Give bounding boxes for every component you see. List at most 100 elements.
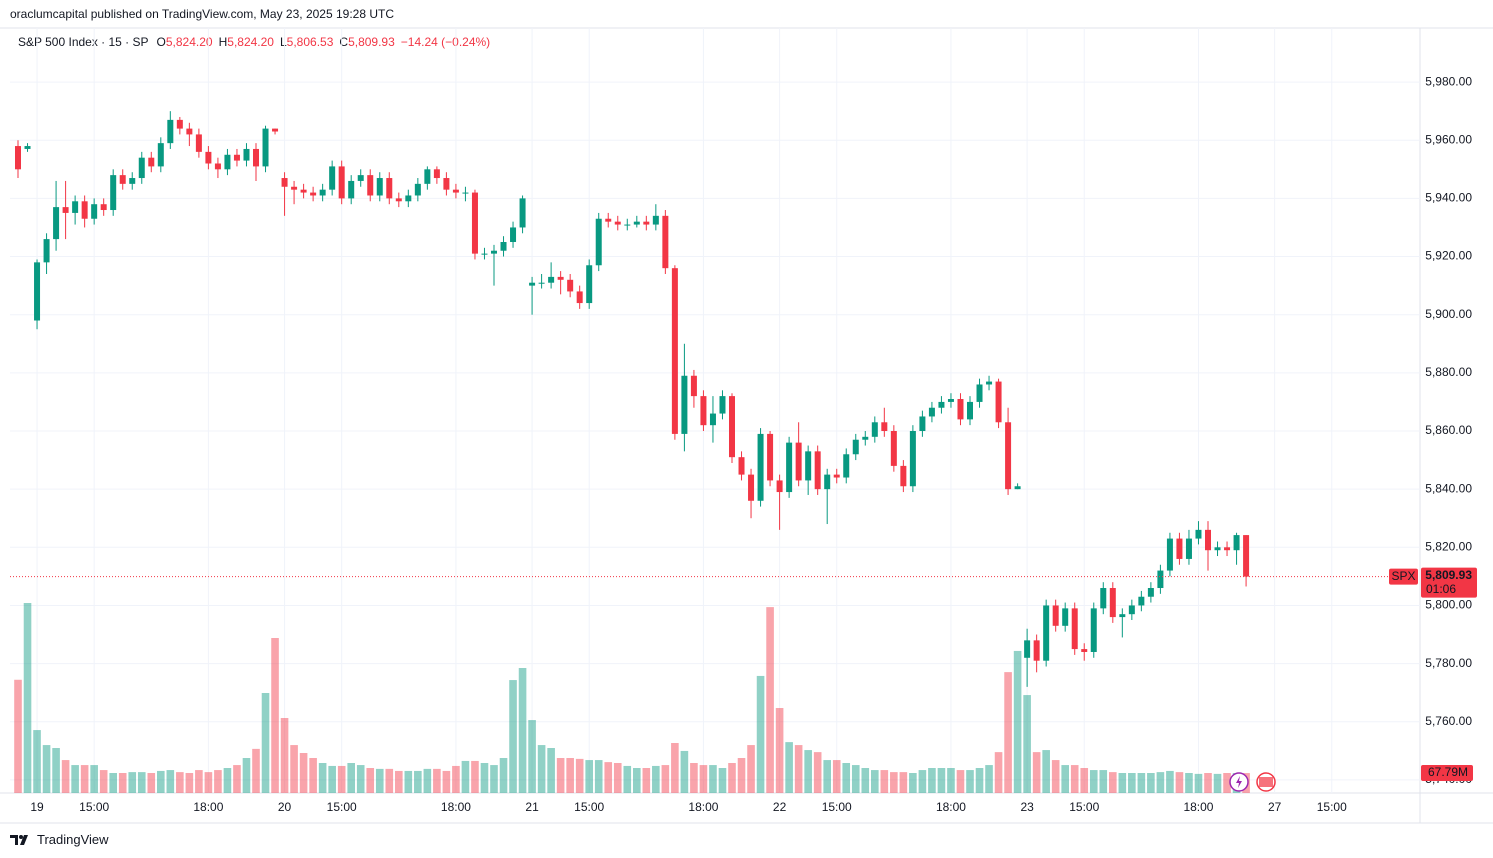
candle-body	[1071, 608, 1078, 650]
candle-body	[300, 189, 307, 193]
volume-bar	[985, 765, 993, 793]
candle-body	[767, 433, 774, 481]
volume-bar	[185, 773, 194, 793]
candle-body	[795, 442, 802, 481]
volume-tag: 67.79M	[1428, 765, 1468, 779]
price-tag-bg	[1421, 567, 1477, 598]
volume-pane	[14, 603, 1250, 793]
volume-bar	[1042, 750, 1050, 793]
volume-bar	[566, 758, 574, 793]
x-tick-label: 15:00	[1069, 800, 1099, 814]
volume-bar	[1156, 772, 1165, 793]
candle-body	[53, 207, 60, 240]
candle-body	[938, 401, 945, 408]
candle-body	[186, 128, 193, 135]
volume-bar	[404, 770, 413, 793]
candle-body	[119, 175, 126, 184]
volume-bar	[166, 770, 175, 793]
candle-body	[395, 198, 402, 202]
volume-bar	[433, 768, 441, 793]
high-value: 5,824.20	[227, 35, 274, 49]
volume-bar	[556, 758, 565, 793]
volume-bar	[499, 758, 508, 793]
volume-bar	[1118, 773, 1127, 793]
candle-body	[576, 291, 583, 304]
volume-bar	[956, 770, 965, 793]
change-value: −14.24 (−0.24%)	[400, 35, 491, 49]
x-tick-label: 19	[30, 800, 44, 814]
candle-body	[1033, 640, 1040, 661]
candle-body	[281, 178, 288, 187]
volume-bar	[385, 768, 394, 793]
volume-bar	[775, 708, 784, 793]
candle-body	[1138, 596, 1145, 606]
candle-body	[367, 175, 374, 196]
candle-body	[34, 262, 41, 321]
volume-bar	[966, 770, 974, 793]
symbol-name[interactable]: S&P 500 Index · 15 · SP	[18, 35, 149, 49]
volume-bar	[414, 770, 422, 793]
candle-body	[957, 399, 964, 420]
volume-bar	[375, 768, 384, 793]
brand[interactable]: TradingView	[37, 832, 109, 847]
candle-body	[595, 218, 602, 266]
volume-bar	[14, 679, 22, 793]
logo[interactable]	[10, 833, 32, 847]
footer: TradingView	[10, 832, 109, 847]
y-tick-label: 5,880.00	[1425, 365, 1472, 379]
candle-body	[833, 474, 840, 478]
candle-body	[919, 416, 926, 431]
x-tick-label: 15:00	[574, 800, 604, 814]
symbol-tag-bg	[1389, 568, 1418, 585]
volume-bar	[452, 765, 460, 793]
volume-bar	[1213, 773, 1222, 793]
x-tick-label: 18:00	[441, 800, 471, 814]
candle-body	[319, 189, 326, 196]
volume-bar	[461, 760, 470, 793]
candle-body	[15, 146, 21, 170]
volume-bar	[994, 752, 1003, 793]
volume-bar	[594, 760, 603, 793]
candle-body	[690, 375, 697, 397]
candle-body	[1157, 570, 1164, 589]
candle-body	[167, 119, 174, 144]
low-value: 5,806.53	[286, 35, 334, 49]
candle-body	[376, 178, 383, 196]
candles	[15, 111, 1250, 687]
countdown: 01:06	[1426, 582, 1456, 596]
candle-body	[529, 282, 536, 286]
candle-body	[548, 276, 555, 283]
x-tick-label: 27	[1268, 800, 1282, 814]
volume-bar	[118, 773, 127, 793]
candle-body	[643, 221, 650, 225]
volume-bar	[480, 763, 489, 793]
candle-body	[481, 253, 488, 255]
low-label: L	[279, 35, 287, 49]
candle-body	[1014, 486, 1021, 490]
volume-bar	[423, 768, 432, 793]
volume-bar	[1194, 773, 1203, 793]
candle-body	[605, 218, 612, 222]
candle-body	[1233, 535, 1240, 551]
volume-bar	[280, 718, 289, 793]
volume-bar	[613, 763, 622, 793]
y-tick-label: 5,980.00	[1425, 74, 1472, 88]
x-tick-label: 15:00	[822, 800, 852, 814]
x-tick-label: 18:00	[193, 800, 223, 814]
candle-body	[1176, 538, 1183, 559]
volume-bar	[918, 770, 927, 793]
candle-body	[262, 128, 269, 167]
candle-body	[110, 175, 117, 211]
candle-body	[195, 134, 202, 152]
candle-body	[967, 401, 973, 420]
candle-body	[995, 381, 1002, 423]
candle-body	[310, 192, 317, 196]
grid	[10, 28, 1420, 793]
candle-body	[1024, 640, 1031, 658]
volume-bar	[804, 750, 812, 793]
volume-bar	[252, 748, 260, 793]
candle-body	[443, 178, 450, 190]
x-tick-label: 15:00	[1317, 800, 1347, 814]
